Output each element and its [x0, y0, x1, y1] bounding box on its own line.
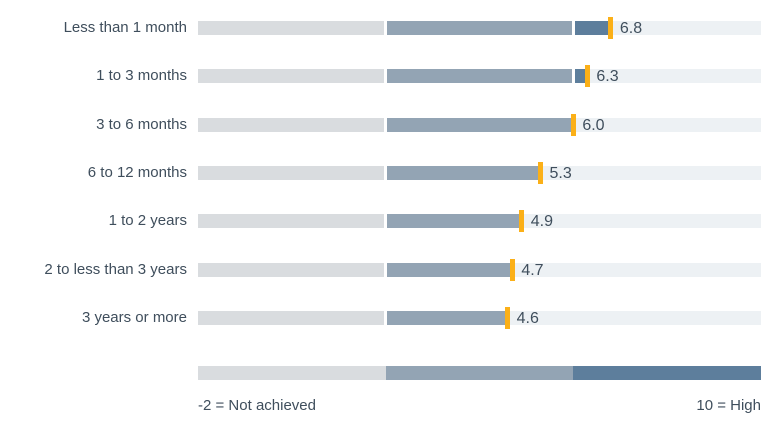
value-marker [509, 258, 515, 281]
bar-fill-segment [198, 310, 385, 325]
bar-area: 4.9 [198, 210, 761, 233]
category-label: Less than 1 month [63, 19, 187, 36]
legend-band-segment [198, 366, 386, 380]
bar-area: 6.8 [198, 17, 761, 39]
bar-remainder-track [507, 310, 761, 325]
value-marker [519, 210, 525, 233]
chart-row: 3 years or more 4.6 [0, 306, 765, 329]
bar-area: 6.3 [198, 65, 761, 88]
bar-fill-segment [198, 69, 385, 84]
bar-area: 4.7 [198, 258, 761, 281]
legend-captions: -2 = Not achieved 10 = High [198, 397, 761, 414]
bar-fill-segment [387, 165, 541, 180]
value-marker [570, 113, 576, 136]
legend-band-segment [385, 366, 574, 380]
value-marker [537, 161, 543, 184]
bar-fill-segment [574, 21, 611, 35]
bar-remainder-track [587, 69, 761, 84]
bar-fill-segment [198, 117, 385, 132]
bar-area: 6.0 [198, 113, 761, 136]
bar-fill-segment [387, 21, 572, 35]
bar-fill-segment [387, 69, 572, 84]
bar-area: 4.6 [198, 306, 761, 329]
legend-caption-left: -2 = Not achieved [198, 397, 316, 414]
value-label: 6.0 [582, 116, 605, 134]
bar-remainder-track [610, 21, 761, 35]
value-marker [608, 17, 614, 39]
category-label: 1 to 2 years [108, 212, 187, 230]
bar-remainder-track [521, 214, 761, 229]
category-label: 1 to 3 months [96, 67, 187, 85]
category-label: 2 to less than 3 years [44, 260, 187, 278]
value-label: 4.7 [521, 261, 544, 279]
value-marker [584, 65, 590, 88]
bar-fill-segment [198, 262, 385, 277]
bar-remainder-track [573, 117, 761, 132]
value-label: 4.9 [530, 213, 553, 231]
category-label: 3 to 6 months [96, 115, 187, 133]
value-marker [505, 306, 511, 329]
bar-fill-segment [387, 214, 522, 229]
chart-row: 3 to 6 months 6.0 [0, 113, 765, 136]
legend-caption-right: 10 = High [696, 397, 761, 414]
value-label: 6.3 [596, 68, 619, 86]
category-label: 6 to 12 months [87, 163, 187, 181]
bar-remainder-track [512, 262, 761, 277]
value-label: 5.3 [549, 164, 572, 182]
bar-fill-segment [198, 21, 385, 35]
bar-fill-segment [198, 214, 385, 229]
chart-row: 2 to less than 3 years 4.7 [0, 258, 765, 281]
chart-row: 1 to 2 years 4.9 [0, 210, 765, 233]
value-label: 6.8 [619, 20, 643, 37]
category-label: 3 years or more [81, 308, 187, 326]
value-label: 4.6 [516, 309, 539, 327]
bar-remainder-track [540, 165, 761, 180]
chart-row: Less than 1 month 6.8 [0, 17, 765, 39]
chart-row: 6 to 12 months 5.3 [0, 161, 765, 184]
bar-fill-segment [574, 69, 588, 84]
bar-fill-segment [198, 165, 385, 180]
legend-band-segment [573, 366, 761, 380]
bar-fill-segment [387, 310, 508, 325]
chart-row: 1 to 3 months 6.3 [0, 65, 765, 88]
bar-area: 5.3 [198, 161, 761, 184]
legend-scale-bar [198, 366, 761, 380]
bar-fill-segment [387, 262, 513, 277]
bar-fill-segment [387, 117, 574, 132]
